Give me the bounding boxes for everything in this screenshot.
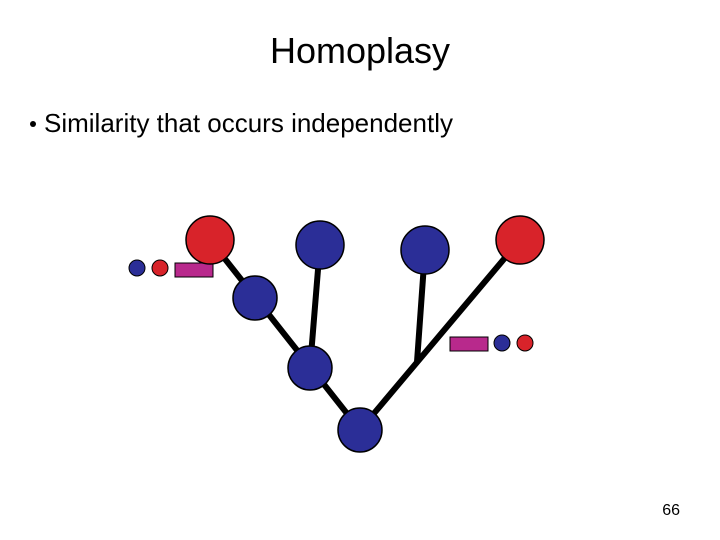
- phylogeny-diagram: [0, 0, 720, 540]
- page-number: 66: [662, 502, 680, 520]
